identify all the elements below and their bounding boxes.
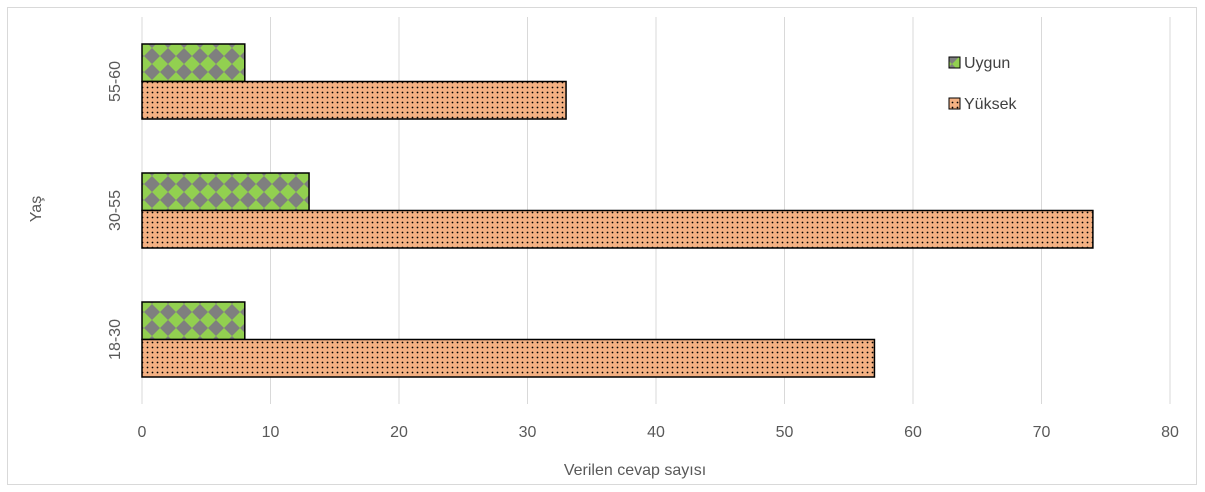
- x-tick-label: 80: [1161, 424, 1179, 441]
- y-axis-title: Yaş: [28, 196, 45, 222]
- x-tick-label: 20: [390, 424, 408, 441]
- bar-yksek-30-55: [141, 209, 1094, 249]
- x-tick-label: 50: [776, 424, 794, 441]
- y-tick-label: 30-55: [107, 190, 124, 231]
- x-tick-label: 0: [138, 424, 147, 441]
- legend-label: Uygun: [964, 55, 1010, 72]
- bar-yksek-55-60: [141, 80, 567, 120]
- y-tick-label: 55-60: [107, 61, 124, 102]
- bars: [141, 43, 1094, 378]
- bar-uygun-18-30: [141, 301, 246, 341]
- bar-yksek-18-30: [141, 338, 876, 378]
- x-axis-title: Verilen cevap sayısı: [564, 462, 706, 479]
- legend-swatch: [948, 56, 961, 69]
- x-tick-label: 40: [647, 424, 665, 441]
- tick-labels: 0 10 20 30 40 50 60 70 80 55-60 30-55 18-30: [107, 61, 1179, 441]
- y-tick-label: 18-30: [107, 319, 124, 360]
- x-tick-label: 60: [904, 424, 922, 441]
- x-tick-label: 70: [1033, 424, 1051, 441]
- legend-label: Yüksek: [964, 96, 1017, 113]
- bar-uygun-30-55: [141, 172, 310, 212]
- legend-swatch: [948, 97, 961, 110]
- legend: Uygun Yüksek: [948, 55, 1017, 113]
- bar-uygun-55-60: [141, 43, 246, 83]
- x-tick-label: 10: [262, 424, 280, 441]
- x-tick-label: 30: [519, 424, 537, 441]
